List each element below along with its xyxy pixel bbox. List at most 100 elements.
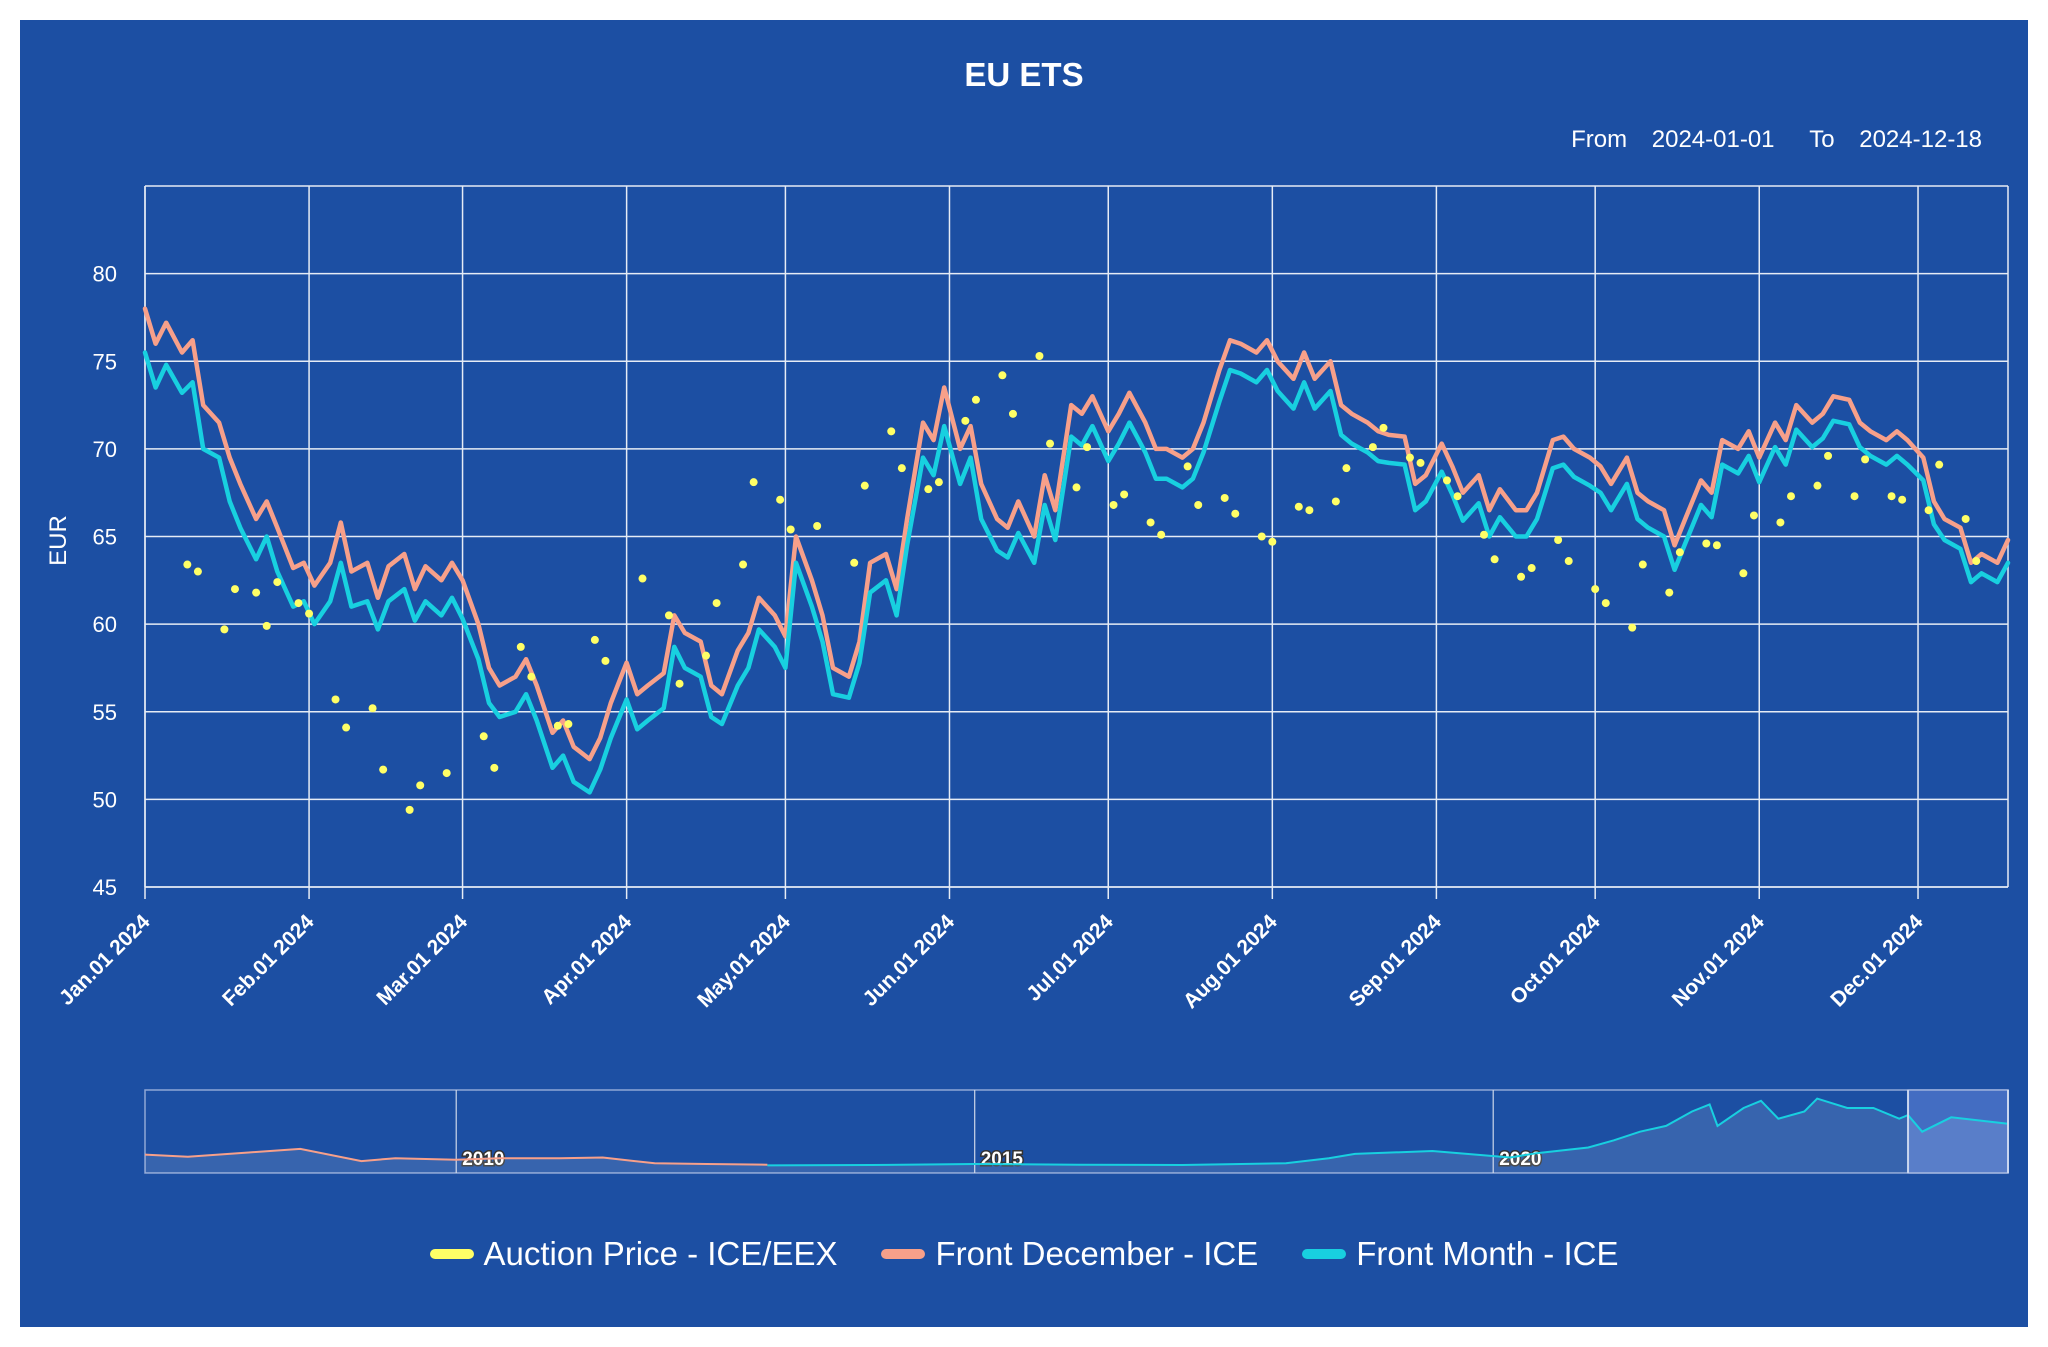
- data-point-auction-price-ice-eex: [564, 720, 573, 729]
- legend-item-auction[interactable]: Auction Price - ICE/EEX: [429, 1235, 837, 1273]
- range-from-input[interactable]: 2024-01-01: [1651, 126, 1775, 153]
- data-point-auction-price-ice-eex: [786, 525, 795, 534]
- data-point-auction-price-ice-eex: [1554, 536, 1563, 545]
- x-tick-label: Oct.01 2024: [1506, 910, 1605, 1009]
- y-tick-label: 70: [93, 437, 117, 462]
- data-point-auction-price-ice-eex: [850, 558, 859, 567]
- data-point-auction-price-ice-eex: [273, 578, 282, 587]
- data-point-auction-price-ice-eex: [1008, 409, 1017, 418]
- data-point-auction-price-ice-eex: [1638, 560, 1647, 569]
- data-point-auction-price-ice-eex: [1146, 518, 1155, 527]
- data-point-auction-price-ice-eex: [1183, 462, 1192, 471]
- data-point-auction-price-ice-eex: [1379, 423, 1388, 432]
- legend-label-front-month: Front Month - ICE: [1356, 1235, 1619, 1272]
- data-point-auction-price-ice-eex: [1416, 458, 1425, 467]
- data-point-auction-price-ice-eex: [813, 521, 822, 530]
- data-point-auction-price-ice-eex: [1787, 492, 1796, 501]
- data-point-auction-price-ice-eex: [1813, 481, 1822, 490]
- legend-swatch-front-month: [1302, 1249, 1347, 1259]
- data-point-auction-price-ice-eex: [1368, 443, 1377, 452]
- data-point-auction-price-ice-eex: [1305, 506, 1314, 515]
- x-tick-label: Sep.01 2024: [1345, 910, 1447, 1012]
- legend-label-front-december: Front December - ICE: [935, 1235, 1259, 1272]
- data-point-auction-price-ice-eex: [1331, 497, 1340, 506]
- legend-item-front-december[interactable]: Front December - ICE: [881, 1235, 1258, 1273]
- data-point-auction-price-ice-eex: [220, 625, 229, 634]
- legend-swatch-front-december: [881, 1249, 926, 1259]
- data-point-auction-price-ice-eex: [405, 805, 414, 814]
- y-tick-label: 60: [93, 612, 117, 637]
- data-point-auction-price-ice-eex: [1739, 569, 1748, 578]
- data-point-auction-price-ice-eex: [553, 721, 562, 730]
- data-point-auction-price-ice-eex: [1453, 492, 1462, 501]
- y-tick-label: 55: [93, 700, 117, 725]
- y-tick-label: 75: [93, 349, 117, 374]
- data-point-auction-price-ice-eex: [252, 588, 261, 597]
- data-point-auction-price-ice-eex: [934, 478, 943, 487]
- x-tick-label: Jun.01 2024: [859, 910, 960, 1011]
- data-point-auction-price-ice-eex: [1157, 530, 1166, 539]
- data-point-auction-price-ice-eex: [379, 765, 388, 774]
- data-point-auction-price-ice-eex: [1665, 588, 1674, 597]
- data-point-auction-price-ice-eex: [1480, 530, 1489, 539]
- data-point-auction-price-ice-eex: [897, 464, 906, 473]
- navigator-area-front-month-ice: [767, 1098, 2008, 1173]
- x-tick-label: Jul.01 2024: [1022, 910, 1118, 1006]
- x-tick-label: Mar.01 2024: [372, 910, 472, 1010]
- data-point-auction-price-ice-eex: [1702, 539, 1711, 548]
- data-point-auction-price-ice-eex: [305, 609, 314, 618]
- x-tick-label: Nov.01 2024: [1668, 910, 1769, 1011]
- data-point-auction-price-ice-eex: [1961, 514, 1970, 523]
- data-point-auction-price-ice-eex: [1861, 455, 1870, 464]
- data-point-auction-price-ice-eex: [712, 599, 721, 608]
- data-point-auction-price-ice-eex: [442, 769, 451, 778]
- y-tick-label: 80: [93, 262, 117, 287]
- x-tick-label: Aug.01 2024: [1179, 910, 1282, 1013]
- data-point-auction-price-ice-eex: [961, 416, 970, 425]
- range-to-label: To: [1809, 126, 1835, 153]
- data-point-auction-price-ice-eex: [294, 599, 303, 608]
- data-point-auction-price-ice-eex: [183, 560, 192, 569]
- data-point-auction-price-ice-eex: [1294, 502, 1303, 511]
- data-point-auction-price-ice-eex: [516, 642, 525, 651]
- y-tick-label: 50: [93, 787, 117, 812]
- data-point-auction-price-ice-eex: [479, 732, 488, 741]
- data-point-auction-price-ice-eex: [1035, 351, 1044, 360]
- legend-item-front-month[interactable]: Front Month - ICE: [1302, 1235, 1618, 1273]
- y-tick-label: 65: [93, 525, 117, 550]
- data-point-auction-price-ice-eex: [1564, 557, 1573, 566]
- data-point-auction-price-ice-eex: [1517, 572, 1526, 581]
- x-tick-label: Feb.01 2024: [218, 910, 319, 1011]
- data-point-auction-price-ice-eex: [527, 672, 536, 681]
- data-point-auction-price-ice-eex: [1824, 451, 1833, 460]
- data-point-auction-price-ice-eex: [739, 560, 748, 569]
- data-point-auction-price-ice-eex: [1109, 500, 1118, 509]
- series-line-front-december-ice: [142, 306, 2011, 762]
- data-point-auction-price-ice-eex: [490, 763, 499, 772]
- data-point-auction-price-ice-eex: [1601, 599, 1610, 608]
- y-axis-title: EUR: [45, 515, 72, 566]
- data-point-auction-price-ice-eex: [1527, 564, 1536, 573]
- navigator-line-front-december-ice: [144, 1147, 768, 1166]
- series-line-front-month-ice: [142, 350, 2011, 795]
- data-point-auction-price-ice-eex: [1591, 585, 1600, 594]
- data-point-auction-price-ice-eex: [1220, 493, 1229, 502]
- data-point-auction-price-ice-eex: [664, 611, 673, 620]
- data-point-auction-price-ice-eex: [262, 621, 271, 630]
- navigator-year-label: 2020: [1499, 1149, 1541, 1170]
- data-point-auction-price-ice-eex: [230, 585, 239, 594]
- data-point-auction-price-ice-eex: [675, 679, 684, 688]
- y-tick-label: 45: [93, 875, 117, 900]
- navigator-line-front-month-ice: [767, 1097, 2009, 1167]
- chart-title: EU ETS: [964, 56, 1084, 93]
- data-point-auction-price-ice-eex: [702, 651, 711, 660]
- legend-swatch-auction: [429, 1249, 474, 1259]
- data-point-auction-price-ice-eex: [1120, 490, 1129, 499]
- chart-legend: Auction Price - ICE/EEX Front December -…: [20, 1235, 2028, 1273]
- data-point-auction-price-ice-eex: [331, 695, 340, 704]
- data-point-auction-price-ice-eex: [998, 371, 1007, 380]
- data-point-auction-price-ice-eex: [1712, 541, 1721, 550]
- data-point-auction-price-ice-eex: [1405, 453, 1414, 462]
- range-to-input[interactable]: 2024-12-18: [1859, 126, 1982, 153]
- x-tick-label: Jan.01 2024: [55, 910, 155, 1010]
